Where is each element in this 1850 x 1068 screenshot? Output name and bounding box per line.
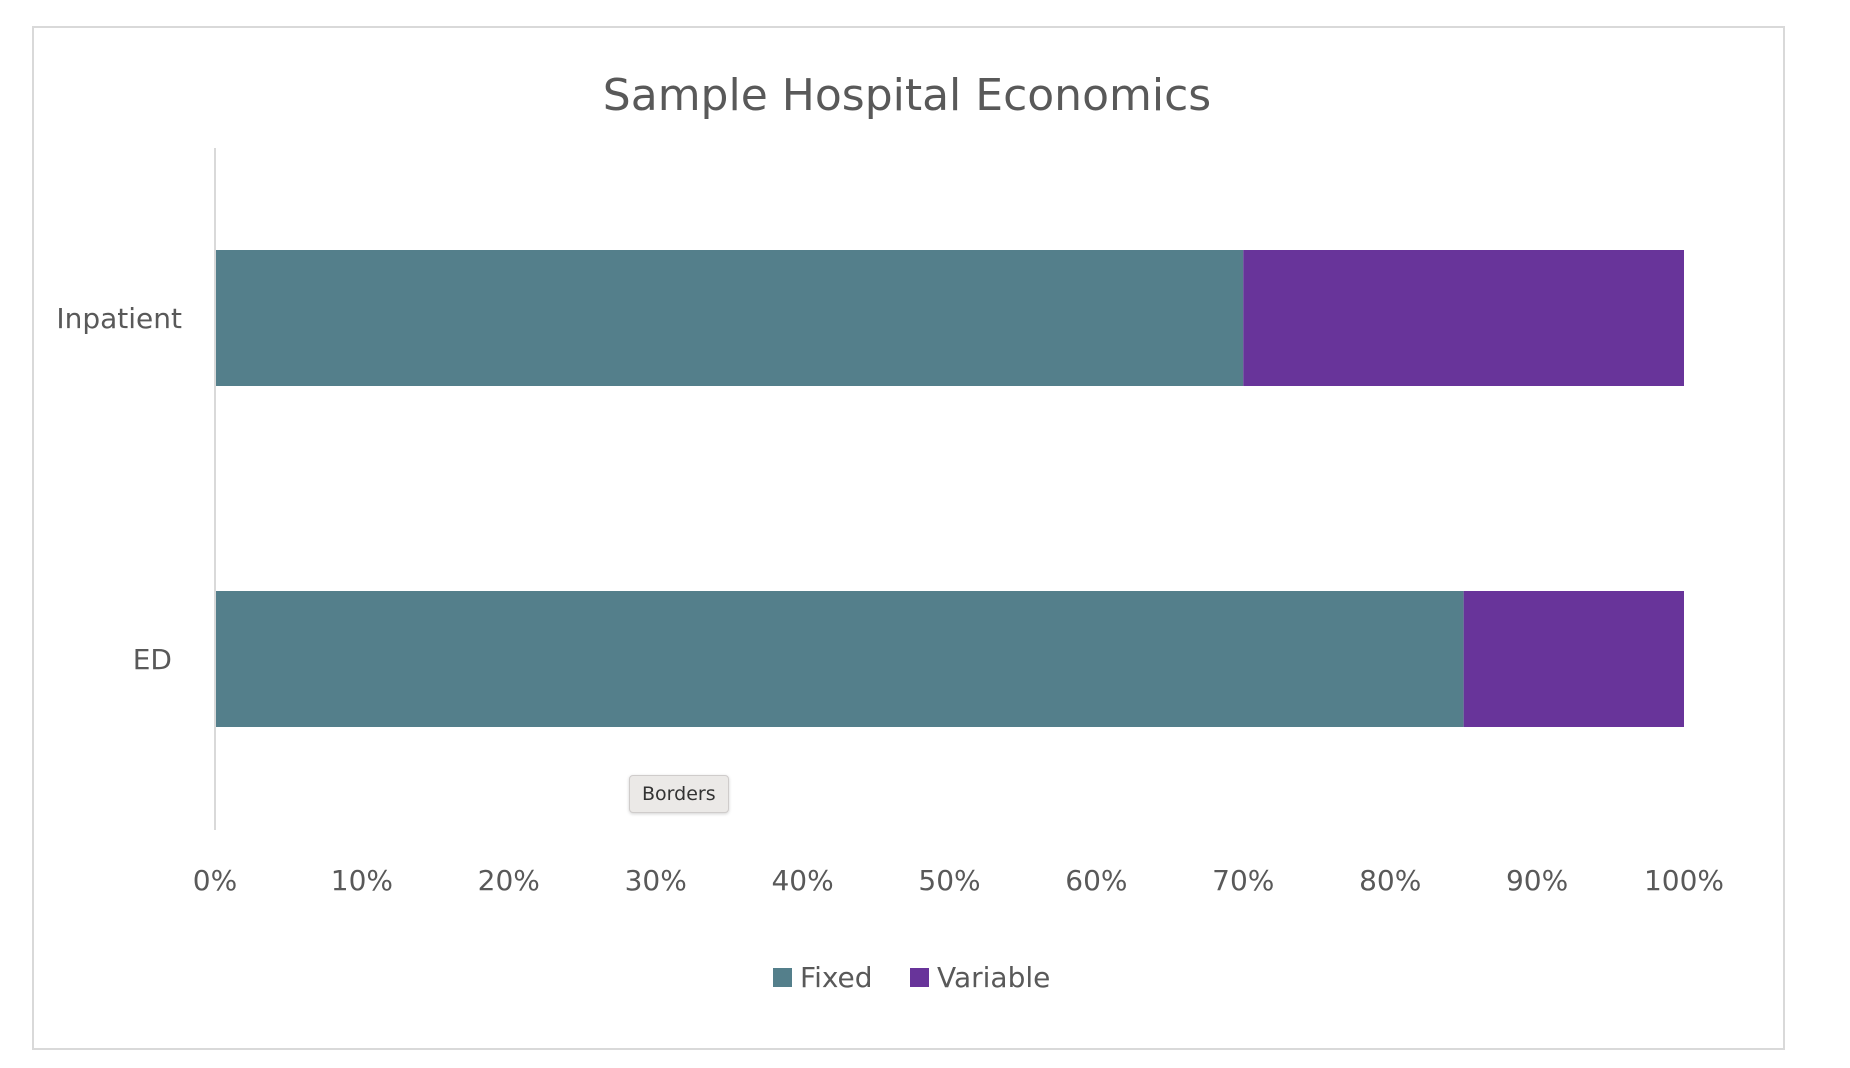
category-label-ed: ED: [133, 643, 172, 676]
x-tick-label: 80%: [1359, 864, 1421, 897]
category-label-inpatient: Inpatient: [56, 302, 182, 335]
chart-title: Sample Hospital Economics: [603, 70, 1211, 121]
x-tick-label: 10%: [331, 864, 393, 897]
x-tick-label: 50%: [918, 864, 980, 897]
chart-frame: [32, 26, 1785, 1050]
bar-inpatient-fixed[interactable]: [215, 250, 1244, 386]
x-tick-label: 60%: [1065, 864, 1127, 897]
bar-ed-fixed[interactable]: [215, 591, 1464, 727]
x-tick-label: 100%: [1644, 864, 1724, 897]
legend-swatch-fixed: [773, 968, 792, 987]
bar-inpatient-variable[interactable]: [1243, 250, 1684, 386]
x-tick-label: 40%: [771, 864, 833, 897]
legend-swatch-variable: [910, 968, 929, 987]
x-tick-label: 90%: [1506, 864, 1568, 897]
legend-label-fixed: Fixed: [800, 961, 873, 994]
x-tick-label: 20%: [478, 864, 540, 897]
legend-label-variable: Variable: [937, 961, 1050, 994]
borders-tooltip: Borders: [629, 775, 729, 813]
x-tick-label: 30%: [625, 864, 687, 897]
x-tick-label: 70%: [1212, 864, 1274, 897]
x-tick-label: 0%: [193, 864, 237, 897]
bar-ed-variable[interactable]: [1463, 591, 1684, 727]
